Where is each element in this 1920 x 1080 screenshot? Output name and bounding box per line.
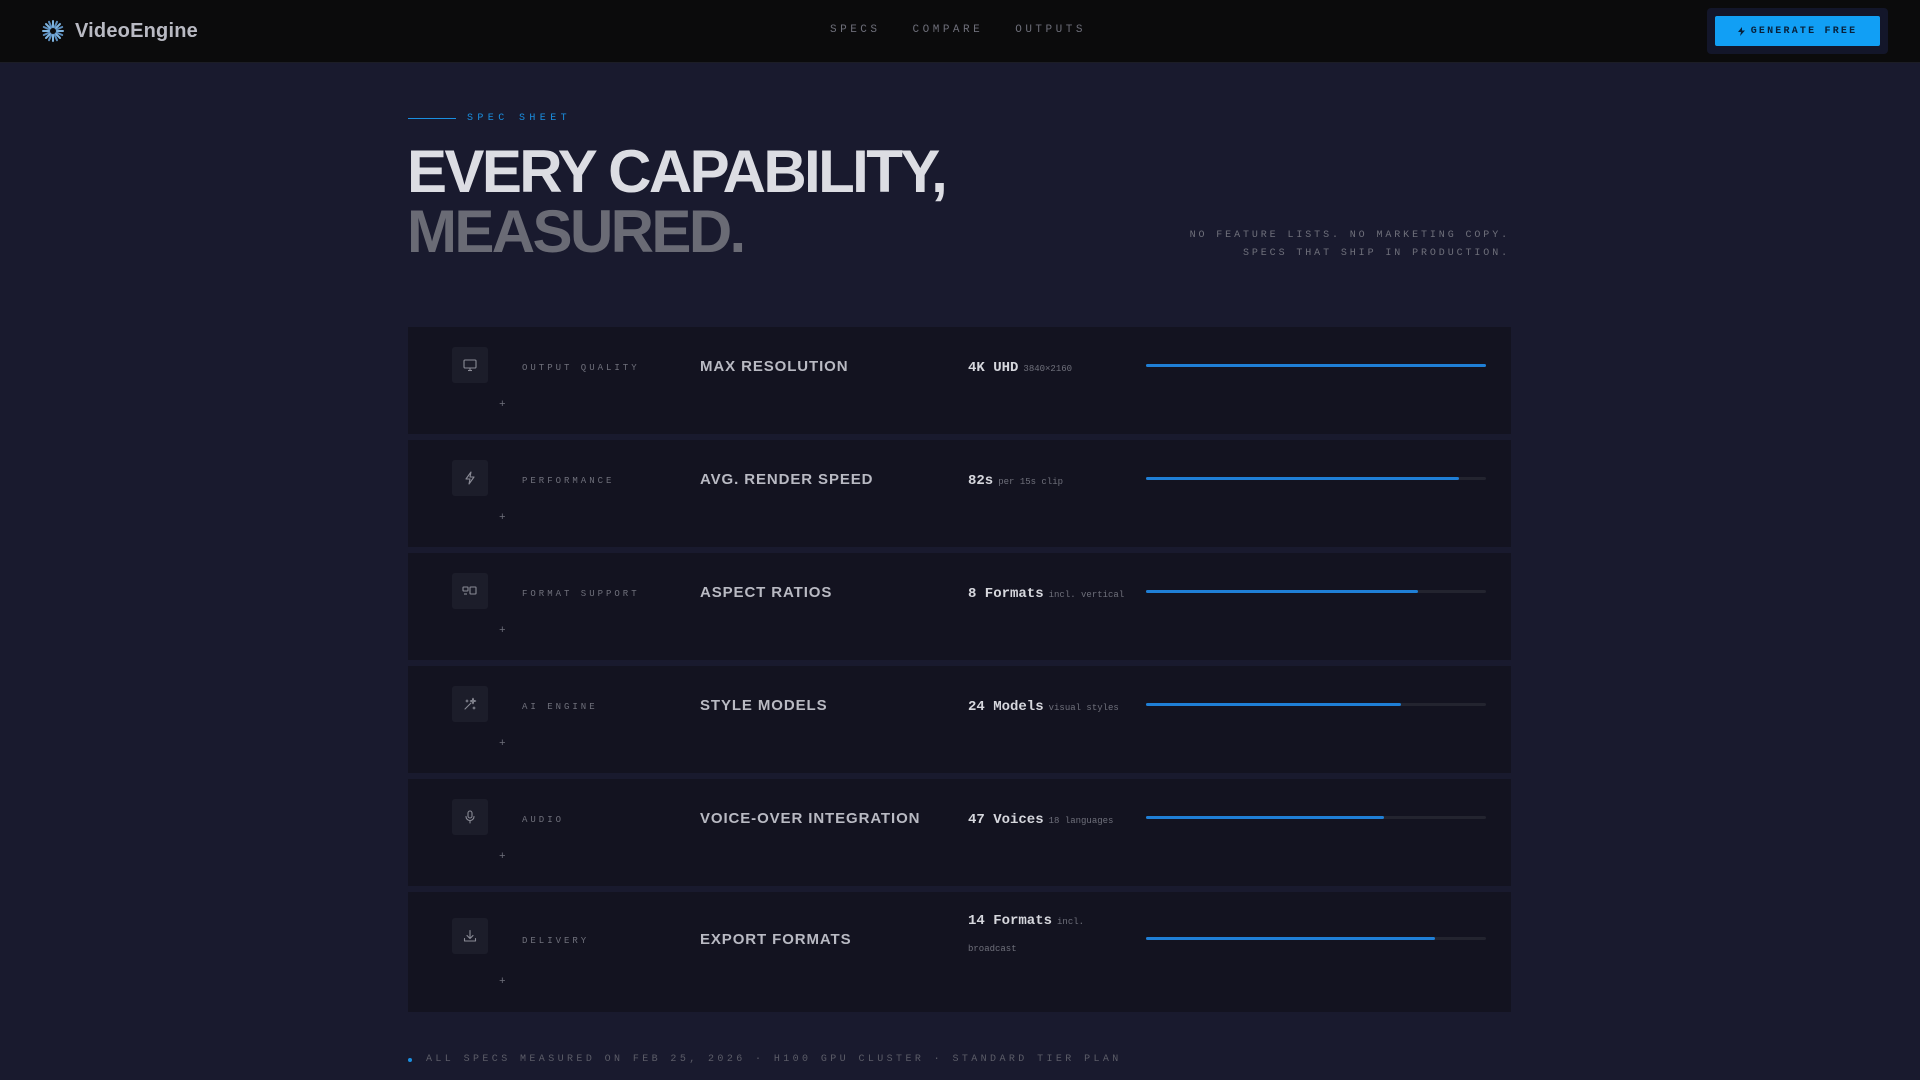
spec-value-number: 4K UHD [968, 360, 1019, 376]
spec-category: AUDIO [522, 815, 565, 825]
nav-link-specs[interactable]: SPECS [830, 24, 881, 36]
spec-level-fill [1146, 364, 1486, 367]
spec-category: OUTPUT QUALITY [522, 363, 640, 373]
spec-value-unit: per 15s clip [998, 477, 1064, 487]
spec-level-fill [1146, 816, 1384, 819]
spec-category: AI ENGINE [522, 702, 598, 712]
spec-row-resolution[interactable]: OUTPUT QUALITY MAX RESOLUTION 4K UHD 3840… [408, 327, 1511, 434]
monitor-icon [452, 347, 488, 383]
tagline-line-1: NO FEATURE LISTS. NO MARKETING COPY. [1189, 230, 1510, 241]
spec-level-bar [1146, 364, 1486, 367]
spec-value-number: 47 Voices [968, 812, 1044, 828]
bolt-icon [1737, 26, 1745, 36]
spec-level-bar [1146, 703, 1486, 706]
page-title: EVERY CAPABILITY, MEASURED. [407, 138, 948, 265]
brand-logo[interactable]: VideoEngine [41, 19, 198, 43]
spec-level-bar [1146, 937, 1486, 940]
spec-value: 82s per 15s clip [968, 471, 1138, 489]
spec-level-fill [1146, 703, 1401, 706]
spec-metric: EXPORT FORMATS [700, 931, 852, 948]
spec-level-fill [1146, 590, 1418, 593]
hero-tagline: NO FEATURE LISTS. NO MARKETING COPY. SPE… [1190, 227, 1510, 263]
spec-value-unit: 3840×2160 [1023, 364, 1073, 374]
spec-value-number: 24 Models [968, 699, 1044, 715]
spec-value: 4K UHD 3840×2160 [968, 358, 1138, 376]
section-eyebrow: SPEC SHEET [408, 113, 571, 124]
cta-container: GENERATE FREE [1707, 8, 1888, 54]
spec-value-unit: visual styles [1048, 703, 1119, 713]
spec-category: PERFORMANCE [522, 476, 615, 486]
spec-row-voice-over[interactable]: AUDIO VOICE-OVER INTEGRATION 47 Voices 18… [408, 779, 1511, 886]
spec-level-bar [1146, 590, 1486, 593]
lightning-icon [452, 460, 488, 496]
spec-list: OUTPUT QUALITY MAX RESOLUTION 4K UHD 3840… [408, 327, 1511, 1018]
spec-metric: MAX RESOLUTION [700, 358, 849, 375]
spec-value: 14 Formats incl. broadcast [968, 908, 1138, 962]
download-icon [452, 918, 488, 954]
spec-metric: ASPECT RATIOS [700, 584, 833, 601]
spec-row-export-formats[interactable]: DELIVERY EXPORT FORMATS 14 Formats incl. … [408, 892, 1511, 1012]
spec-level-fill [1146, 937, 1435, 940]
sparkles-icon [452, 686, 488, 722]
spec-metric: STYLE MODELS [700, 697, 828, 714]
aspect-ratio-icon [452, 573, 488, 609]
spec-metric: AVG. RENDER SPEED [700, 471, 874, 488]
title-line-2: MEASURED. [407, 198, 746, 265]
spec-value-unit: incl. broadcast [968, 917, 1085, 954]
spec-value-number: 14 Formats [968, 913, 1053, 929]
microphone-icon [452, 799, 488, 835]
spec-value: 24 Models visual styles [968, 697, 1138, 715]
spec-level-bar [1146, 477, 1486, 480]
nav-link-compare[interactable]: COMPARE [912, 24, 984, 36]
spec-value-unit: 18 languages [1048, 816, 1114, 826]
expand-plus-icon[interactable]: + [499, 625, 506, 637]
spec-row-aspect-ratios[interactable]: FORMAT SUPPORT ASPECT RATIOS 8 Formats in… [408, 553, 1511, 660]
brand-name: VideoEngine [75, 19, 198, 42]
title-line-1: EVERY CAPABILITY, [407, 138, 948, 205]
eyebrow-text: SPEC SHEET [467, 113, 572, 124]
spec-value-number: 82s [968, 473, 994, 489]
expand-plus-icon[interactable]: + [499, 976, 506, 988]
spec-value-number: 8 Formats [968, 586, 1044, 602]
top-navigation-bar: VideoEngine SPECS COMPARE OUTPUTS GENERA… [0, 0, 1920, 63]
spec-value-unit: incl. vertical [1048, 590, 1125, 600]
spec-row-style-models[interactable]: AI ENGINE STYLE MODELS 24 Models visual s… [408, 666, 1511, 773]
footnote-bullet [408, 1057, 412, 1062]
main-nav: SPECS COMPARE OUTPUTS [830, 24, 1086, 36]
spec-category: FORMAT SUPPORT [522, 589, 640, 599]
spec-category: DELIVERY [522, 936, 590, 946]
spec-row-render-speed[interactable]: PERFORMANCE AVG. RENDER SPEED 82s per 15s… [408, 440, 1511, 547]
expand-plus-icon[interactable]: + [499, 851, 506, 863]
spec-value: 47 Voices 18 languages [968, 810, 1138, 828]
nav-link-outputs[interactable]: OUTPUTS [1015, 24, 1086, 36]
expand-plus-icon[interactable]: + [499, 399, 506, 411]
generate-free-label: GENERATE FREE [1750, 25, 1858, 37]
spec-level-fill [1146, 477, 1459, 480]
sparkle-logo-icon [42, 20, 64, 42]
spec-metric: VOICE-OVER INTEGRATION [700, 810, 921, 827]
expand-plus-icon[interactable]: + [499, 738, 506, 750]
spec-level-bar [1146, 816, 1486, 819]
tagline-line-2: SPECS THAT SHIP IN PRODUCTION. [1242, 248, 1510, 259]
footnote-text: ALL SPECS MEASURED ON FEB 25, 2026 · H10… [426, 1054, 1122, 1065]
eyebrow-line [408, 118, 456, 119]
spec-value: 8 Formats incl. vertical [968, 584, 1138, 602]
generate-free-button[interactable]: GENERATE FREE [1715, 16, 1880, 46]
measurement-footnote: ALL SPECS MEASURED ON FEB 25, 2026 · H10… [408, 1054, 1122, 1065]
expand-plus-icon[interactable]: + [499, 512, 506, 524]
